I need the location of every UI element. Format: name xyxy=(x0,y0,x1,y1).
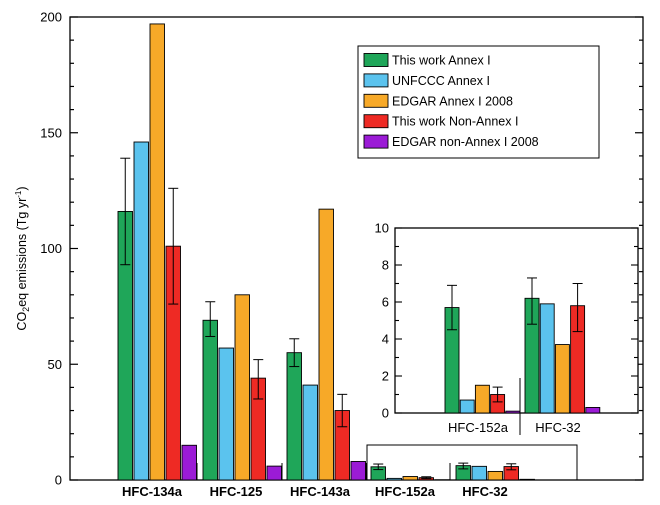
bar-1-hfc-143a xyxy=(287,353,302,480)
legend-swatch xyxy=(364,135,388,148)
inset-y-tick-label: 8 xyxy=(382,258,389,273)
legend: This work Annex I UNFCCC Annex I EDGAR Ann… xyxy=(358,46,599,158)
category-label: HFC-152a xyxy=(375,484,436,499)
bar-3-hfc-134a xyxy=(150,24,165,480)
bar-5-hfc-125 xyxy=(267,466,282,480)
inset-bar-2-hfc-32 xyxy=(540,304,554,413)
y-tick-label: 0 xyxy=(55,473,62,488)
legend-item-label: EDGAR Annex I 2008 xyxy=(392,94,513,108)
bar-2-hfc-134a xyxy=(134,142,149,480)
inset-bar-3-hfc-152a xyxy=(475,385,489,413)
bar-3-hfc-152a xyxy=(403,477,418,480)
category-label: HFC-125 xyxy=(210,484,263,499)
inset-y-tick-label: 6 xyxy=(382,295,389,310)
bar-3-hfc-125 xyxy=(235,295,250,480)
category-label: HFC-134a xyxy=(122,484,183,499)
bar-3-hfc-32 xyxy=(488,471,503,480)
inset-y-tick-label: 10 xyxy=(375,221,389,236)
bar-2-hfc-125 xyxy=(219,348,234,480)
inset-plot-frame xyxy=(395,228,638,413)
y-tick-label: 50 xyxy=(48,357,62,372)
legend-swatch xyxy=(364,74,388,87)
inset-y-tick-label: 2 xyxy=(382,369,389,384)
bar-5-hfc-143a xyxy=(351,461,366,480)
y-tick-label: 200 xyxy=(40,10,62,25)
bar-1-hfc-125 xyxy=(203,320,218,480)
inset-y-tick-label: 4 xyxy=(382,332,389,347)
inset-category-label: HFC-32 xyxy=(535,420,581,435)
inset-chart: 0 2 4 6 8 10 HFC-152a HFC-32 xyxy=(375,221,638,436)
bar-3-hfc-143a xyxy=(319,209,334,480)
bar-2-hfc-143a xyxy=(303,385,318,480)
legend-swatch xyxy=(364,94,388,107)
legend-item-label: This work Annex I xyxy=(392,54,491,68)
bar-2-hfc-32 xyxy=(472,466,487,480)
category-label: HFC-32 xyxy=(462,484,508,499)
legend-item-label: UNFCCC Annex I xyxy=(392,74,490,88)
y-axis-label-part: CO xyxy=(15,312,29,331)
inset-bar-2-hfc-152a xyxy=(460,400,474,413)
legend-item-label: This work Non-Annex I xyxy=(392,115,518,129)
y-tick-label: 150 xyxy=(40,125,62,140)
legend-swatch xyxy=(364,115,388,128)
legend-item-label: EDGAR non-Annex I 2008 xyxy=(392,135,539,149)
inset-bar-5-hfc-32 xyxy=(586,407,600,413)
y-axis-label: CO2eq emissions (Tg yr-1) xyxy=(14,186,31,330)
category-label: HFC-143a xyxy=(290,484,351,499)
bar-5-hfc-134a xyxy=(182,445,197,480)
inset-bar-3-hfc-32 xyxy=(555,345,569,413)
inset-category-label: HFC-152a xyxy=(448,420,509,435)
y-axis-label-part: eq emissions (Tg yr xyxy=(15,198,29,307)
y-tick-label: 100 xyxy=(40,241,62,256)
y-axis-label-part: ) xyxy=(15,186,29,190)
legend-swatch xyxy=(364,54,388,67)
inset-y-tick-label: 0 xyxy=(382,406,389,421)
inset-bar-5-hfc-152a xyxy=(506,411,520,413)
